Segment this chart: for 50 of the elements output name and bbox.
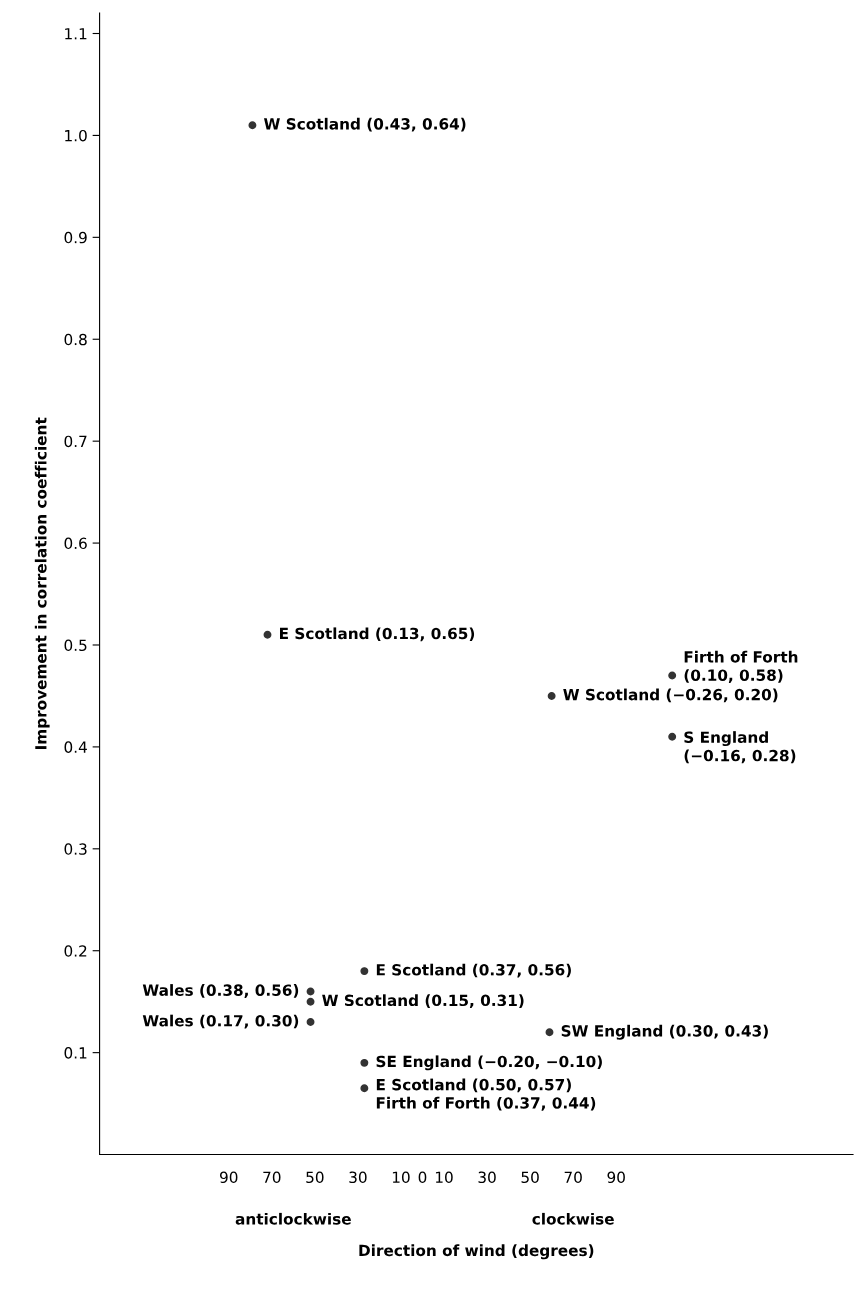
- text: clockwise: [532, 1212, 614, 1225]
- x-tick-label: 90: [219, 1171, 238, 1184]
- x-axis-title: Direction of wind (degrees): [359, 1244, 594, 1260]
- point: [360, 1084, 369, 1093]
- point: [306, 987, 315, 996]
- point: [263, 630, 272, 639]
- x-tick-label: 70: [564, 1171, 582, 1184]
- x-tick-label: 10: [392, 1171, 410, 1184]
- point: [668, 732, 677, 741]
- x-tick-label: 90: [607, 1171, 625, 1184]
- annotation: W Scotland (−0.26, 0.20): [563, 688, 778, 703]
- annotation: Firth of Forth (0.10, 0.58): [684, 650, 798, 683]
- x-tick-label: 30: [349, 1171, 367, 1184]
- y-tick-label: 0.7: [64, 435, 87, 448]
- y-tick-label: 0.2: [64, 945, 87, 957]
- x-tick-label: 50: [521, 1171, 539, 1184]
- x-tick-label: 10: [435, 1171, 453, 1184]
- y-tick-label: 0.8: [64, 333, 87, 346]
- annotation: E Scotland (0.13, 0.65): [280, 627, 475, 642]
- y-axis-title: Improvement in correlation coefficient: [34, 417, 50, 750]
- annotation: E Scotland (0.50, 0.57) Firth of Forth (0.37, 0.44): [376, 1078, 596, 1111]
- point: [306, 997, 315, 1006]
- point: [360, 1058, 369, 1067]
- y-tick-label: 1.0: [65, 129, 87, 142]
- annotation: W Scotland (0.43, 0.64): [263, 117, 466, 132]
- annotation: W Scotland (0.15, 0.31): [322, 994, 524, 1009]
- x-tick-label: 50: [306, 1171, 324, 1184]
- annotation: Wales (0.38, 0.56): [142, 984, 299, 998]
- point: [248, 121, 257, 130]
- point: [306, 1018, 315, 1027]
- annotation: Wales (0.17, 0.30): [142, 1014, 299, 1029]
- annotation: SE England (−0.20, −0.10): [376, 1055, 602, 1071]
- annotation: E Scotland (0.37, 0.56): [376, 963, 571, 978]
- y-tick-label: 0.4: [64, 741, 87, 753]
- annotation: SW England (0.30, 0.43): [561, 1024, 768, 1040]
- y-tick-label: 0.3: [64, 843, 87, 855]
- y-tick-label: 1.1: [65, 28, 87, 40]
- point: [547, 691, 556, 700]
- x-tick-label: 70: [263, 1171, 281, 1184]
- point: [668, 671, 677, 680]
- point: [545, 1028, 554, 1037]
- y-tick-label: 0.9: [64, 231, 87, 244]
- y-tick-label: 0.1: [64, 1047, 87, 1059]
- annotation: S England (−0.16, 0.28): [684, 731, 796, 764]
- y-tick-label: 0.5: [64, 639, 87, 652]
- y-tick-label: 0.6: [64, 537, 87, 550]
- text: anticlockwise: [235, 1212, 351, 1225]
- x-tick-label: 30: [478, 1171, 496, 1184]
- x-tick-label: 0: [418, 1171, 427, 1184]
- point: [360, 967, 369, 976]
